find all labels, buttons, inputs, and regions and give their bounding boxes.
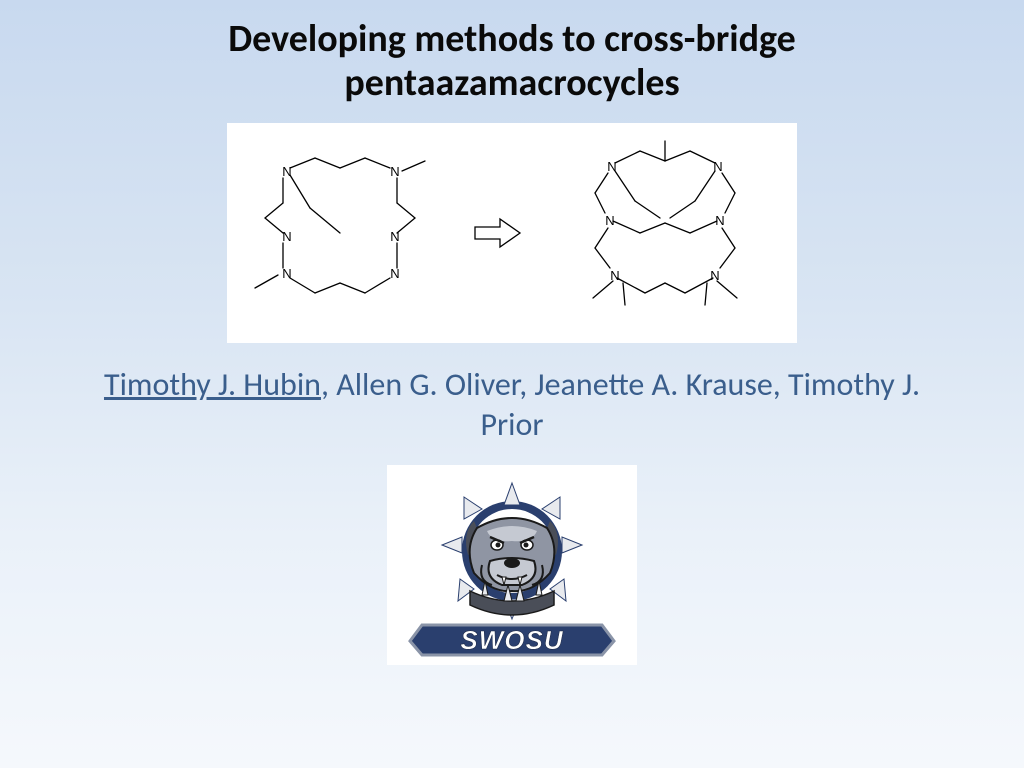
svg-text:N: N <box>715 213 724 228</box>
title-line-2: pentaazamacrocycles <box>344 60 679 106</box>
svg-text:N: N <box>605 213 614 228</box>
title-line-1: Developing methods to cross-bridge <box>228 16 796 62</box>
svg-text:N: N <box>282 229 291 244</box>
reaction-diagram: N N N N N N <box>227 123 797 343</box>
institution-logo: SWOSU <box>387 465 637 665</box>
svg-text:N: N <box>607 159 616 174</box>
svg-text:N: N <box>282 266 291 281</box>
svg-text:N: N <box>390 229 399 244</box>
svg-text:N: N <box>610 268 619 283</box>
slide-title: Developing methods to cross-bridge penta… <box>0 0 1024 105</box>
svg-text:N: N <box>713 159 722 174</box>
coauthors: , Allen G. Oliver, Jeanette A. Krause, T… <box>321 365 920 444</box>
svg-text:N: N <box>390 164 399 179</box>
svg-text:N: N <box>282 164 291 179</box>
svg-text:N: N <box>390 266 399 281</box>
logo-text: SWOSU <box>460 625 563 655</box>
reaction-arrow-icon <box>470 213 525 253</box>
lead-author: Timothy J. Hubin <box>104 365 321 404</box>
author-list: Timothy J. Hubin, Allen G. Oliver, Jeane… <box>0 365 1024 445</box>
swosu-bulldog-logo-icon: SWOSU <box>402 473 622 658</box>
molecule-left: N N N N N N <box>240 133 450 333</box>
svg-text:N: N <box>710 268 719 283</box>
molecule-right: N N N N N N <box>545 133 785 333</box>
